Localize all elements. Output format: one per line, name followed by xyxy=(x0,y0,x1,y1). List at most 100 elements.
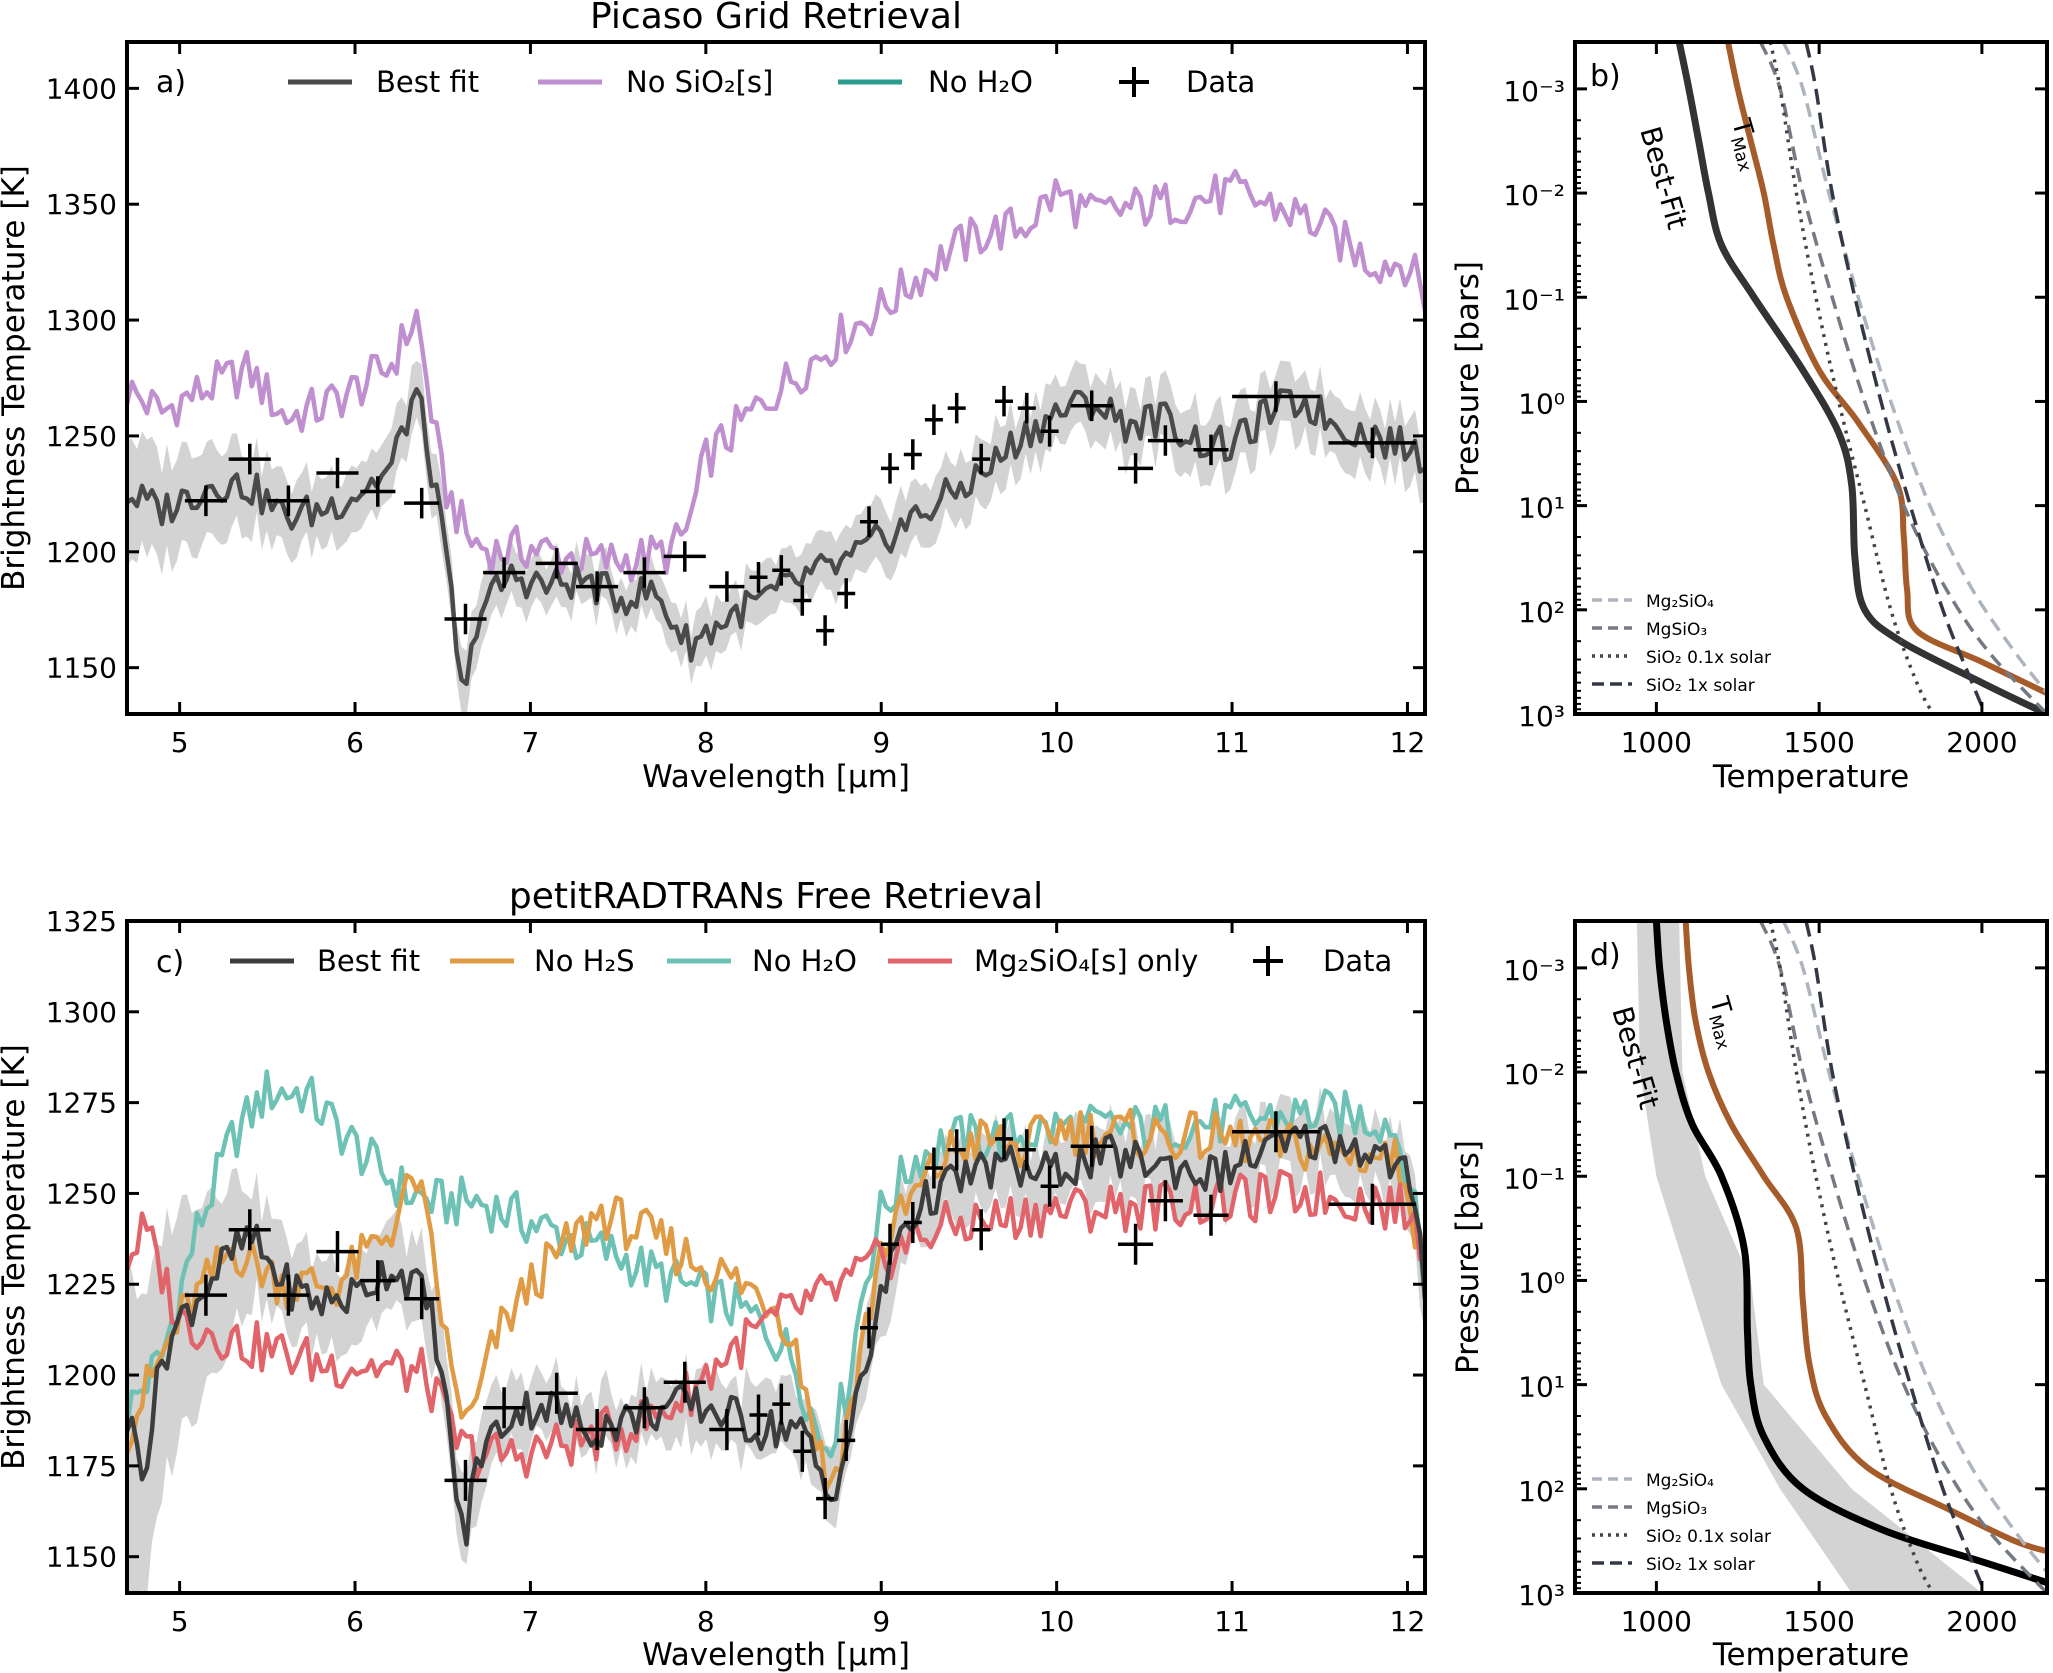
y-tick-label: 1325 xyxy=(46,905,117,938)
legend-d-sio2-01: SiO₂ 0.1x solar xyxy=(1646,1527,1771,1547)
panel-b-label: b) xyxy=(1590,59,1621,94)
data-point xyxy=(924,404,943,435)
x-tick-label: 2000 xyxy=(1946,1605,2017,1638)
panel-d-ylabel: Pressure [bars] xyxy=(1450,1140,1486,1374)
pt-mg2sio4-line xyxy=(1781,42,2047,695)
y-tick-label: 10⁻³ xyxy=(1503,75,1565,108)
data-point xyxy=(576,571,619,602)
panel-d-ticks-layer: 1000 1500 2000 10⁻³ 10⁻² 10⁻¹ 10⁰ 10¹ 10² 10³ xyxy=(1503,921,2047,1638)
pt-best-pt-d xyxy=(1652,921,2047,1586)
data-point xyxy=(316,457,359,489)
data-point xyxy=(837,578,856,609)
panel-d-tmax-label: TMax xyxy=(1699,993,1746,1052)
data-point xyxy=(860,506,878,537)
x-tick-label: 2000 xyxy=(1946,726,2017,759)
data-point xyxy=(1232,381,1320,412)
data-point xyxy=(709,1409,745,1451)
data-point xyxy=(623,1387,666,1429)
data-point xyxy=(816,615,835,646)
panel-a: Picaso Grid Retrieval 5 6 7 8 9 10 11 12 1150 120… xyxy=(0,0,1427,795)
legend-a-no-h2o: No H₂O xyxy=(928,65,1033,99)
x-tick-label: 12 xyxy=(1390,726,1426,759)
series-best-fit xyxy=(127,386,1425,687)
data-point xyxy=(360,1260,396,1302)
x-tick-label: 5 xyxy=(171,726,189,759)
panel-a-title: Picaso Grid Retrieval xyxy=(590,0,962,37)
pt-tmax xyxy=(1725,42,2047,696)
panel-c-title: petitRADTRANs Free Retrieval xyxy=(509,876,1043,917)
legend-c-data: Data xyxy=(1323,944,1392,978)
panel-a-frame xyxy=(125,40,1427,716)
data-point xyxy=(816,1478,835,1520)
panel-b-best-fit-label: Best-Fit xyxy=(1633,123,1694,233)
y-tick-label: 10⁻¹ xyxy=(1503,1162,1565,1195)
data-point xyxy=(1193,1194,1229,1236)
data-point xyxy=(623,557,666,588)
panel-b-ylabel: Pressure [bars] xyxy=(1450,261,1486,495)
panel-c-series-layer xyxy=(127,1069,1425,1547)
y-tick-label: 1275 xyxy=(46,1087,117,1120)
panel-c-xlabel: Wavelength [μm] xyxy=(642,1637,910,1673)
data-point xyxy=(535,1372,578,1414)
panel-b-series-layer xyxy=(1675,42,2047,714)
legend-c-data-marker xyxy=(1253,946,1283,976)
legend-a-best-fit: Best fit xyxy=(376,65,479,99)
legend-b-sio2-1: SiO₂ 1x solar xyxy=(1646,676,1755,696)
panel-a-ticks-layer: 5 6 7 8 9 10 11 12 1150 1200 1250 1300 1350 1400 xyxy=(46,42,1426,759)
data-point xyxy=(1040,416,1059,447)
pt-sio2-01 xyxy=(1768,921,1935,1593)
data-point xyxy=(924,1147,943,1189)
panel-d-legend: Mg₂SiO₄ MgSiO₃ SiO₂ 0.1x solar SiO₂ 1x s… xyxy=(1592,1471,1771,1575)
data-point xyxy=(184,1274,227,1316)
x-tick-label: 1000 xyxy=(1621,726,1692,759)
data-point xyxy=(1118,453,1154,484)
series-no-h2o-c xyxy=(127,1069,1425,1459)
y-tick-label: 10⁻² xyxy=(1503,1058,1565,1091)
x-tick-label: 1500 xyxy=(1784,726,1855,759)
x-tick-label: 1000 xyxy=(1621,1605,1692,1638)
data-point xyxy=(444,1459,487,1501)
data-point xyxy=(1040,1165,1059,1207)
data-point xyxy=(1328,427,1417,459)
panel-c-label: c) xyxy=(156,945,184,980)
data-point xyxy=(772,555,791,586)
data-point xyxy=(228,1209,271,1251)
data-point xyxy=(404,487,440,519)
x-tick-label: 11 xyxy=(1214,726,1250,759)
panel-d-label: d) xyxy=(1590,938,1621,973)
y-tick-label: 1250 xyxy=(46,1177,117,1210)
data-point xyxy=(663,541,706,572)
panel-c-ticks-layer: 5 6 7 8 9 10 11 12 1150 1175 1200 1225 1250 1275 1300 1… xyxy=(46,905,1426,1638)
panel-b-tmax-label: TMax xyxy=(1721,115,1768,174)
data-point xyxy=(360,476,396,507)
data-point xyxy=(267,485,310,517)
panel-d-series-layer xyxy=(1652,921,2047,1593)
panel-a-ylabel: Brightness Temperature [K] xyxy=(0,165,32,591)
x-tick-label: 10 xyxy=(1039,726,1075,759)
panel-a-legend: Best fit No SiO₂[s] No H₂O Data xyxy=(288,65,1255,99)
x-tick-label: 7 xyxy=(522,726,540,759)
data-point xyxy=(576,1409,619,1451)
data-point xyxy=(1070,1125,1113,1167)
data-point xyxy=(1118,1223,1154,1265)
y-tick-label: 10⁻³ xyxy=(1503,954,1565,987)
x-tick-label: 5 xyxy=(171,1605,189,1638)
data-point xyxy=(535,548,578,579)
panel-d-xlabel: Temperature xyxy=(1712,1637,1909,1673)
data-point xyxy=(267,1274,310,1316)
panel-d-band-layer xyxy=(1636,921,1982,1593)
legend-a-data-marker xyxy=(1119,67,1149,97)
x-tick-label: 6 xyxy=(346,1605,364,1638)
y-tick-label: 10⁰ xyxy=(1518,387,1565,420)
pt-mgsio3-line xyxy=(1758,921,2047,1593)
data-point xyxy=(1328,1183,1417,1225)
data-point xyxy=(881,453,899,484)
y-tick-label: 10¹ xyxy=(1518,492,1565,525)
data-point xyxy=(1147,425,1183,456)
data-point xyxy=(903,439,922,470)
data-point xyxy=(947,1129,966,1171)
y-tick-label: 10⁰ xyxy=(1518,1266,1565,1299)
panel-b-legend: Mg₂SiO₄ MgSiO₃ SiO₂ 0.1x solar SiO₂ 1x s… xyxy=(1592,592,1771,696)
data-point xyxy=(793,1430,812,1472)
